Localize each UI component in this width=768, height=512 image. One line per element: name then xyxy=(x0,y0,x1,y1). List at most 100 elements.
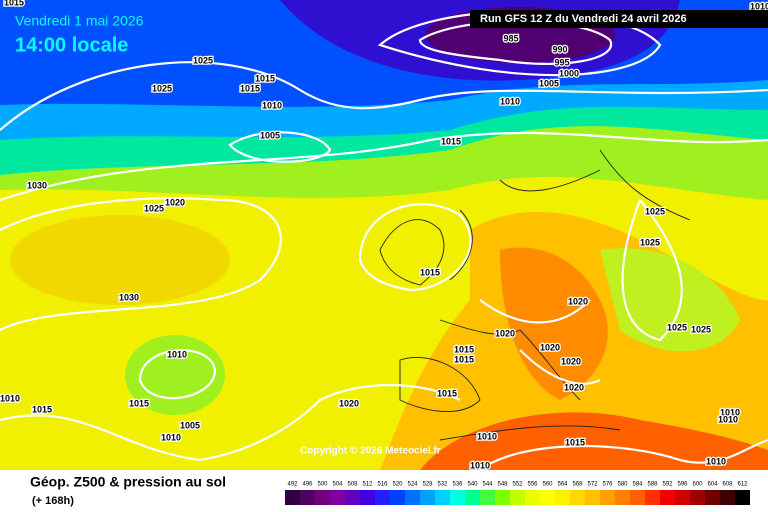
isobar-label: 1015 xyxy=(565,437,585,447)
forecast-time: 14:00 locale xyxy=(15,34,128,56)
scale-swatch xyxy=(585,490,600,505)
isobar-label: 1025 xyxy=(152,83,172,93)
scale-label: 524 xyxy=(407,482,418,488)
isobar-label: 1005 xyxy=(260,130,280,140)
isobar-label: 1015 xyxy=(32,404,52,414)
isobar-label: 1020 xyxy=(165,197,185,207)
scale-swatch xyxy=(285,490,300,505)
isobar-label: 1015 xyxy=(437,388,457,398)
scale-label: 544 xyxy=(482,482,493,488)
isobar-label: 1025 xyxy=(645,206,665,216)
scale-swatch xyxy=(360,490,375,505)
scale-label: 516 xyxy=(377,482,388,488)
scale-label: 596 xyxy=(677,482,688,488)
scale-label: 608 xyxy=(722,482,733,488)
isobar-label: 1010 xyxy=(477,431,497,441)
scale-label: 496 xyxy=(302,482,313,488)
scale-swatch xyxy=(510,490,525,505)
isobar-label: 1020 xyxy=(540,342,560,352)
isobar-label: 1030 xyxy=(119,292,139,302)
isobar-label: 1020 xyxy=(339,398,359,408)
scale-label: 556 xyxy=(527,482,538,488)
copyright: Copyright © 2026 Meteociel.fr xyxy=(300,446,441,457)
scale-swatch xyxy=(375,490,390,505)
scale-swatch xyxy=(390,490,405,505)
isobar xyxy=(0,61,768,131)
scale-swatch xyxy=(420,490,435,505)
scale-swatch xyxy=(705,490,720,505)
scale-swatch xyxy=(480,490,495,505)
scale-swatch xyxy=(720,490,735,505)
isobar-label: 1000 xyxy=(559,68,579,78)
scale-swatch xyxy=(540,490,555,505)
footer-lead: (+ 168h) xyxy=(32,495,74,507)
isobar-label: 1010 xyxy=(720,407,740,417)
scale-swatch xyxy=(405,490,420,505)
isobar-label: 1010 xyxy=(706,456,726,466)
isobar-label: 1020 xyxy=(564,382,584,392)
coastline xyxy=(379,149,691,441)
isobar xyxy=(358,203,472,292)
scale-swatch xyxy=(465,490,480,505)
isobar-label: 995 xyxy=(554,57,569,67)
scale-label: 552 xyxy=(512,482,523,488)
isobar-label: 1015 xyxy=(255,73,275,83)
scale-label: 576 xyxy=(602,482,613,488)
scale-label: 536 xyxy=(452,482,463,488)
forecast-date: Vendredi 1 mai 2026 xyxy=(15,13,144,29)
scale-swatch xyxy=(495,490,510,505)
isobar-label: 1010 xyxy=(161,432,181,442)
scale-label: 540 xyxy=(467,482,478,488)
scale-swatch xyxy=(600,490,615,505)
scale-swatch xyxy=(570,490,585,505)
isobar xyxy=(138,349,217,400)
scale-swatch xyxy=(555,490,570,505)
isobar xyxy=(0,131,768,202)
scale-label: 504 xyxy=(332,482,343,488)
scale-label: 612 xyxy=(737,482,748,488)
color-scale: 492 496 500 504 508 512 516 520 524 528 532 536 540 5… xyxy=(285,482,750,505)
scale-label: 580 xyxy=(617,482,628,488)
footer-title: Géop. Z500 & pression au sol xyxy=(30,474,226,490)
isobar-label: 1020 xyxy=(495,328,515,338)
scale-label: 500 xyxy=(317,482,328,488)
scale-label: 588 xyxy=(647,482,658,488)
scale-label: 572 xyxy=(587,482,598,488)
scale-swatch xyxy=(615,490,630,505)
isobar-label: 1010 xyxy=(0,393,20,403)
isobar xyxy=(479,299,601,385)
isobar-label: 1030 xyxy=(27,180,47,190)
isobar-label: 1010 xyxy=(167,349,187,359)
isobar-label: 1010 xyxy=(718,414,738,424)
isobar-label: 985 xyxy=(503,33,518,43)
scale-label: 584 xyxy=(632,482,643,488)
isobar-label: 1010 xyxy=(500,96,520,106)
scale-swatch xyxy=(450,490,465,505)
run-box xyxy=(470,10,768,28)
isobar xyxy=(0,197,282,331)
isobar-label: 1010 xyxy=(262,100,282,110)
zone-high xyxy=(10,215,230,305)
scale-swatch xyxy=(645,490,660,505)
scale-label: 520 xyxy=(392,482,403,488)
zone-darkorange xyxy=(500,247,608,400)
isobar xyxy=(621,199,683,342)
scale-label: 600 xyxy=(692,482,703,488)
isobar-label: 1025 xyxy=(144,203,164,213)
scale-swatch xyxy=(675,490,690,505)
scale-label: 560 xyxy=(542,482,553,488)
scale-label: 568 xyxy=(572,482,583,488)
isobar-label: 1015 xyxy=(420,267,440,277)
isobar-label: 1005 xyxy=(539,78,559,88)
isobar-label: 1010 xyxy=(750,1,768,11)
isobar-label: 1020 xyxy=(568,296,588,306)
isobar-label: 1015 xyxy=(454,354,474,364)
scale-swatch xyxy=(435,490,450,505)
zone-green-low xyxy=(125,335,225,415)
scale-swatch xyxy=(525,490,540,505)
map: 1015102510251015101510101005985990995100… xyxy=(0,0,768,472)
isobar-label: 1025 xyxy=(691,324,711,334)
scale-swatch xyxy=(630,490,645,505)
isobar xyxy=(0,383,461,462)
isobar-label: 1015 xyxy=(240,83,260,93)
